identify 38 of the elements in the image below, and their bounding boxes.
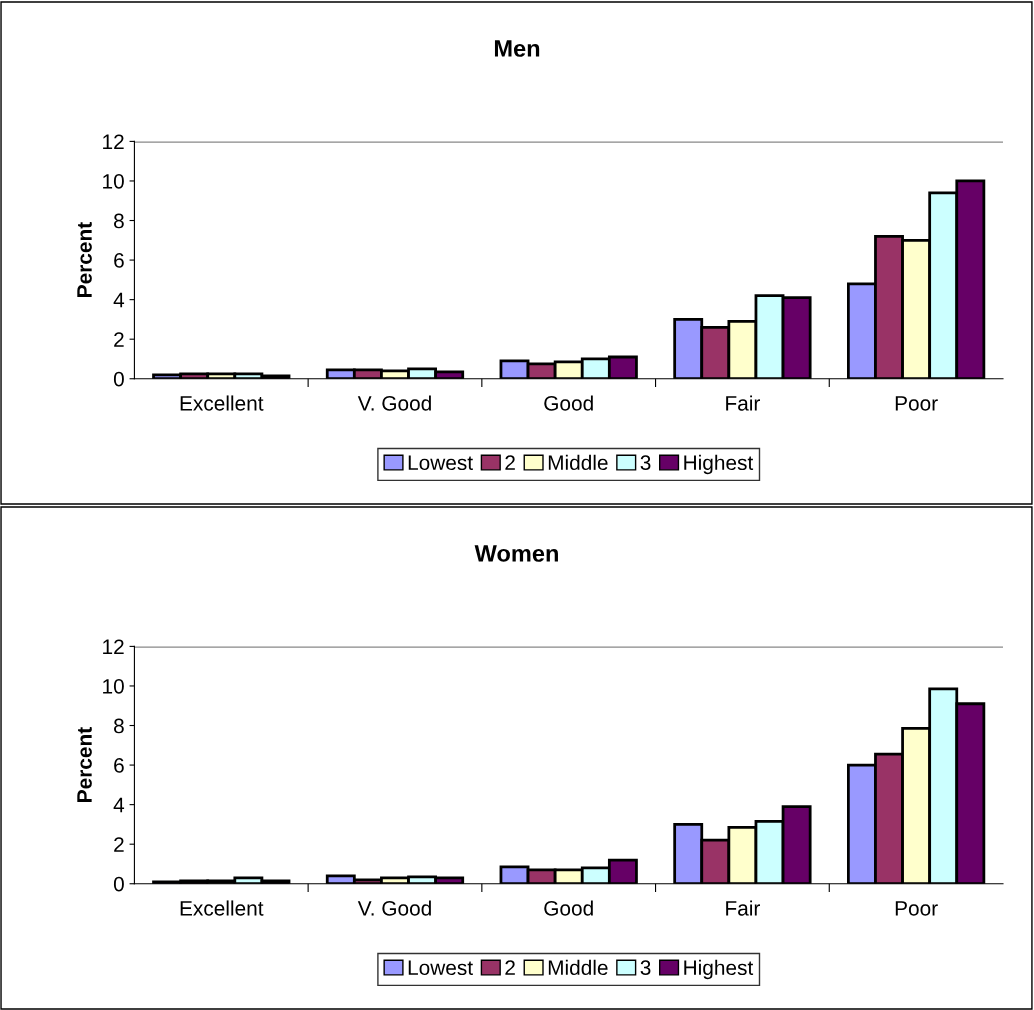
y-tick-label: 0 <box>113 876 124 892</box>
x-tick-label: Fair <box>726 395 761 411</box>
y-tick-label: 6 <box>114 758 124 773</box>
x-tick-label: V. Good <box>357 395 431 411</box>
y-tick-label: 4 <box>113 797 125 813</box>
x-tick-label: Excellent <box>180 395 264 411</box>
x-tick-label: Good <box>544 395 593 411</box>
y-tick-label: 6 <box>114 253 124 268</box>
y-tick-label: 8 <box>114 718 124 734</box>
chart-title: Men <box>494 40 540 57</box>
x-tick-label: Excellent <box>180 900 264 916</box>
legend-label: Lowest <box>408 455 473 471</box>
y-axis-title: Percent <box>77 727 92 802</box>
y-tick-label: 10 <box>103 173 124 189</box>
y-tick-label: 10 <box>103 678 124 694</box>
legend-label: Lowest <box>408 960 473 976</box>
x-tick-label: Poor <box>895 396 938 411</box>
y-tick-label: 2 <box>114 332 124 347</box>
legend-label: 2 <box>505 455 515 470</box>
legend-label: Highest <box>684 959 754 980</box>
y-tick-label: 0 <box>113 371 124 387</box>
legend-label: Highest <box>684 454 754 475</box>
x-tick-label: Good <box>544 900 593 916</box>
x-tick-label: V. Good <box>357 900 431 916</box>
x-tick-label: Fair <box>726 900 761 916</box>
x-tick-label: Poor <box>895 901 938 916</box>
legend-label: 3 <box>640 455 651 471</box>
y-tick-label: 12 <box>103 639 124 654</box>
y-tick-label: 2 <box>114 837 124 852</box>
legend-label: Middle <box>548 959 608 976</box>
y-tick-label: 12 <box>103 134 124 149</box>
legend-label: 2 <box>505 960 515 975</box>
y-tick-label: 4 <box>113 292 125 308</box>
y-tick-label: 8 <box>114 213 124 229</box>
legend-label: Middle <box>548 454 608 471</box>
y-axis-title: Percent <box>77 222 92 297</box>
legend-label: 3 <box>640 960 651 976</box>
chart-title: Women <box>474 545 558 562</box>
